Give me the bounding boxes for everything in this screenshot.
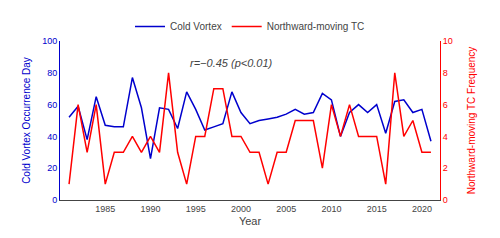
svg-text:1995: 1995 (186, 204, 206, 214)
svg-text:Cold Vortex Occurrence Day: Cold Vortex Occurrence Day (21, 57, 32, 184)
svg-text:80: 80 (47, 68, 57, 78)
svg-text:0: 0 (443, 195, 448, 205)
svg-text:1985: 1985 (95, 204, 115, 214)
svg-text:Cold Vortex: Cold Vortex (170, 21, 222, 32)
svg-text:2000: 2000 (231, 204, 251, 214)
svg-text:100: 100 (42, 36, 57, 46)
svg-text:2020: 2020 (412, 204, 432, 214)
svg-text:Northward-moving TC: Northward-moving TC (267, 21, 365, 32)
svg-text:2: 2 (443, 163, 448, 173)
svg-text:4: 4 (443, 132, 448, 142)
svg-text:2005: 2005 (276, 204, 296, 214)
svg-text:2010: 2010 (321, 204, 341, 214)
svg-text:8: 8 (443, 68, 448, 78)
svg-text:r=−0.45 (p<0.01): r=−0.45 (p<0.01) (190, 57, 273, 69)
svg-text:10: 10 (443, 36, 453, 46)
svg-text:0: 0 (52, 195, 57, 205)
svg-text:60: 60 (47, 100, 57, 110)
svg-text:20: 20 (47, 163, 57, 173)
svg-text:Northward-moving TC Frequency: Northward-moving TC Frequency (466, 47, 477, 195)
svg-text:40: 40 (47, 132, 57, 142)
svg-text:Year: Year (239, 215, 262, 227)
svg-text:6: 6 (443, 100, 448, 110)
svg-text:1990: 1990 (140, 204, 160, 214)
svg-text:2015: 2015 (367, 204, 387, 214)
